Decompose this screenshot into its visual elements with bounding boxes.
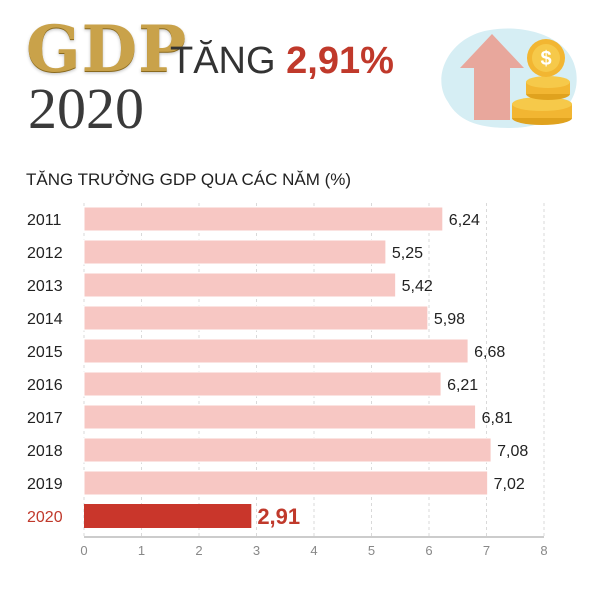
gdp-word: GDP xyxy=(26,12,188,87)
x-tick-label: 7 xyxy=(483,543,490,558)
category-label: 2016 xyxy=(27,377,63,394)
value-label: 6,24 xyxy=(449,212,480,229)
category-label: 2011 xyxy=(27,212,62,229)
value-label: 7,02 xyxy=(494,476,525,493)
value-label: 6,81 xyxy=(482,410,513,427)
headline-value: 2,91% xyxy=(286,40,394,82)
bar xyxy=(83,272,397,298)
value-label: 6,21 xyxy=(447,377,478,394)
value-label: 5,98 xyxy=(434,311,465,328)
x-tick-label: 4 xyxy=(310,543,317,558)
category-label: 2014 xyxy=(27,311,63,328)
bar xyxy=(83,371,442,397)
year-label: 2020 xyxy=(28,76,144,141)
category-label: 2018 xyxy=(27,443,63,460)
bar xyxy=(83,437,492,463)
x-tick-label: 1 xyxy=(138,543,145,558)
chart-title: TĂNG TRƯỞNG GDP QUA CÁC NĂM (%) xyxy=(26,170,352,189)
bar xyxy=(83,470,489,496)
value-label: 2,91 xyxy=(257,504,300,529)
svg-text:$: $ xyxy=(540,48,551,70)
value-label: 5,25 xyxy=(392,245,423,262)
category-label: 2020 xyxy=(27,509,63,526)
value-label: 6,68 xyxy=(474,344,505,361)
bar xyxy=(83,239,387,265)
bar xyxy=(83,338,469,364)
x-tick-label: 3 xyxy=(253,543,260,558)
x-tick-label: 6 xyxy=(425,543,432,558)
value-label: 5,42 xyxy=(402,278,433,295)
category-label: 2012 xyxy=(27,245,63,262)
rising-arrow-with-coins-icon: $ xyxy=(441,28,577,128)
x-tick-label: 2 xyxy=(195,543,202,558)
x-tick-label: 8 xyxy=(540,543,547,558)
bar xyxy=(83,206,444,232)
headline: TĂNG 2,91% xyxy=(170,40,394,82)
category-label: 2017 xyxy=(27,410,63,427)
bar-highlight xyxy=(84,504,252,528)
category-label: 2013 xyxy=(27,278,63,295)
value-label: 7,08 xyxy=(497,443,528,460)
x-tick-label: 5 xyxy=(368,543,375,558)
bar xyxy=(83,404,477,430)
x-tick-label: 0 xyxy=(80,543,87,558)
category-label: 2019 xyxy=(27,476,63,493)
bar xyxy=(83,305,429,331)
headline-prefix: TĂNG xyxy=(170,40,276,82)
category-label: 2015 xyxy=(27,344,63,361)
